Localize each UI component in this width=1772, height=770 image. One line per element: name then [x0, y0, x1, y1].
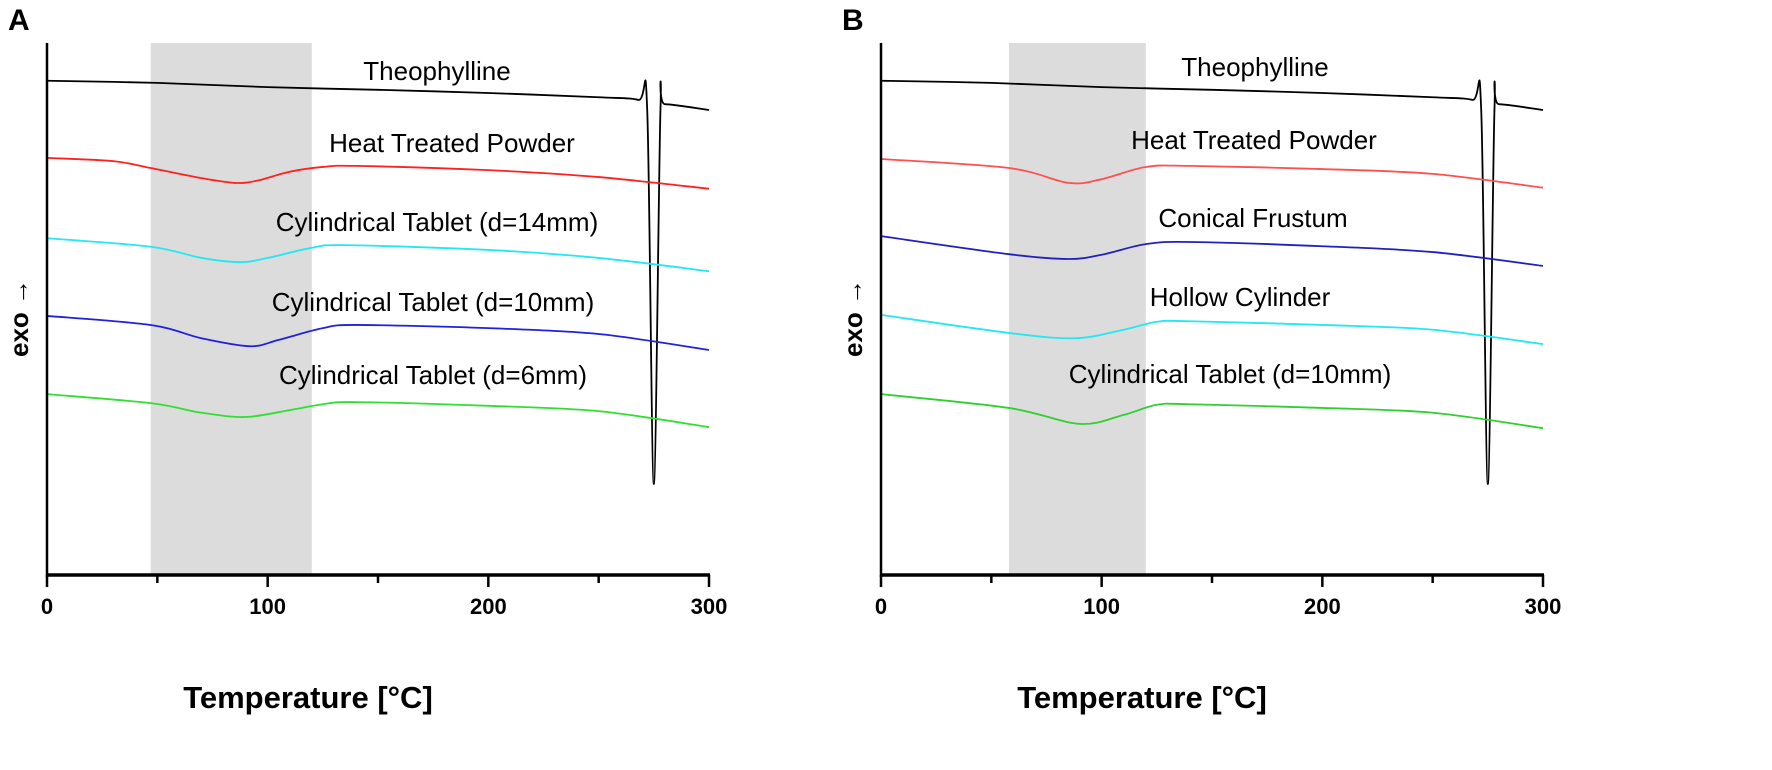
shaded-region — [150, 43, 312, 575]
series-label: Cylindrical Tablet (d=10mm) — [272, 287, 594, 317]
series-label: Cylindrical Tablet (d=10mm) — [1069, 359, 1391, 389]
panel-b: Theophylline Heat Treated Powder Conical F… — [838, 4, 1561, 715]
x-tick-label: 0 — [875, 594, 887, 619]
series-label: Cylindrical Tablet (d=6mm) — [279, 360, 587, 390]
series-label: Conical Frustum — [1158, 203, 1347, 233]
shaded-region — [1008, 43, 1146, 575]
x-tick-label: 100 — [1083, 594, 1120, 619]
panel-letter: B — [842, 4, 864, 37]
series-line-hollow-cylinder — [880, 313, 1544, 346]
series-line-conical-frustum — [880, 235, 1544, 267]
series-label: Cylindrical Tablet (d=14mm) — [276, 207, 598, 237]
series-line-theophylline — [46, 79, 710, 485]
series-label: Heat Treated Powder — [329, 128, 575, 158]
series-line-cylindrical-tablet-d-14mm- — [46, 237, 710, 273]
x-tick-label: 100 — [249, 594, 286, 619]
series-line-heat-treated-powder — [46, 157, 710, 190]
series-line-heat-treated-powder — [880, 158, 1544, 189]
x-tick-label: 200 — [470, 594, 507, 619]
series-label: Heat Treated Powder — [1131, 125, 1377, 155]
x-axis-label: Temperature [°C] — [1017, 680, 1267, 715]
x-tick-label: 300 — [1525, 594, 1562, 619]
panel-a: Theophylline Heat Treated Powder Cylindric… — [4, 4, 727, 715]
series-line-cylindrical-tablet-d-6mm- — [46, 393, 710, 428]
series-label: Theophylline — [363, 56, 510, 86]
x-tick-label: 200 — [1304, 594, 1341, 619]
series-line-cylindrical-tablet-d-10mm- — [46, 315, 710, 351]
y-axis-label: exo → — [4, 279, 34, 357]
series-line-cylindrical-tablet-d-10mm- — [880, 393, 1544, 430]
series-label: Hollow Cylinder — [1150, 282, 1331, 312]
series-line-theophylline — [880, 79, 1544, 485]
panel-letter: A — [8, 4, 30, 37]
series-label: Theophylline — [1181, 52, 1328, 82]
x-tick-label: 0 — [41, 594, 53, 619]
x-tick-label: 300 — [691, 594, 728, 619]
x-axis-label: Temperature [°C] — [183, 680, 433, 715]
y-axis-label: exo → — [838, 279, 868, 357]
